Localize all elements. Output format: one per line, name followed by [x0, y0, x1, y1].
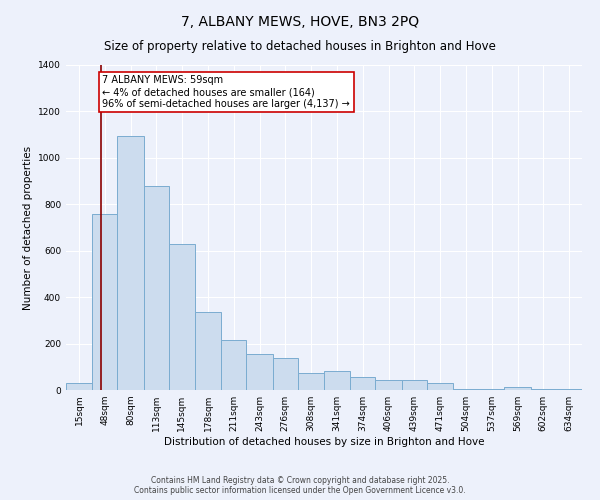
Bar	[427, 383, 453, 390]
Bar	[272, 358, 298, 390]
Text: Contains HM Land Registry data © Crown copyright and database right 2025.
Contai: Contains HM Land Registry data © Crown c…	[134, 476, 466, 495]
Text: 7, ALBANY MEWS, HOVE, BN3 2PQ: 7, ALBANY MEWS, HOVE, BN3 2PQ	[181, 15, 419, 29]
Bar	[247, 354, 272, 390]
Bar	[350, 377, 376, 390]
Bar	[66, 383, 92, 390]
Y-axis label: Number of detached properties: Number of detached properties	[23, 146, 32, 310]
Bar	[376, 380, 401, 390]
X-axis label: Distribution of detached houses by size in Brighton and Hove: Distribution of detached houses by size …	[164, 437, 484, 447]
Bar	[401, 380, 427, 390]
Bar	[453, 389, 479, 390]
Bar	[505, 386, 530, 390]
Bar	[556, 389, 582, 390]
Text: Size of property relative to detached houses in Brighton and Hove: Size of property relative to detached ho…	[104, 40, 496, 53]
Bar	[169, 244, 195, 390]
Bar	[118, 136, 143, 390]
Bar	[92, 214, 118, 390]
Bar	[479, 389, 505, 390]
Bar	[221, 340, 247, 390]
Bar	[143, 186, 169, 390]
Text: 7 ALBANY MEWS: 59sqm
← 4% of detached houses are smaller (164)
96% of semi-detac: 7 ALBANY MEWS: 59sqm ← 4% of detached ho…	[103, 76, 350, 108]
Bar	[324, 372, 350, 390]
Bar	[530, 389, 556, 390]
Bar	[195, 312, 221, 390]
Bar	[298, 372, 324, 390]
